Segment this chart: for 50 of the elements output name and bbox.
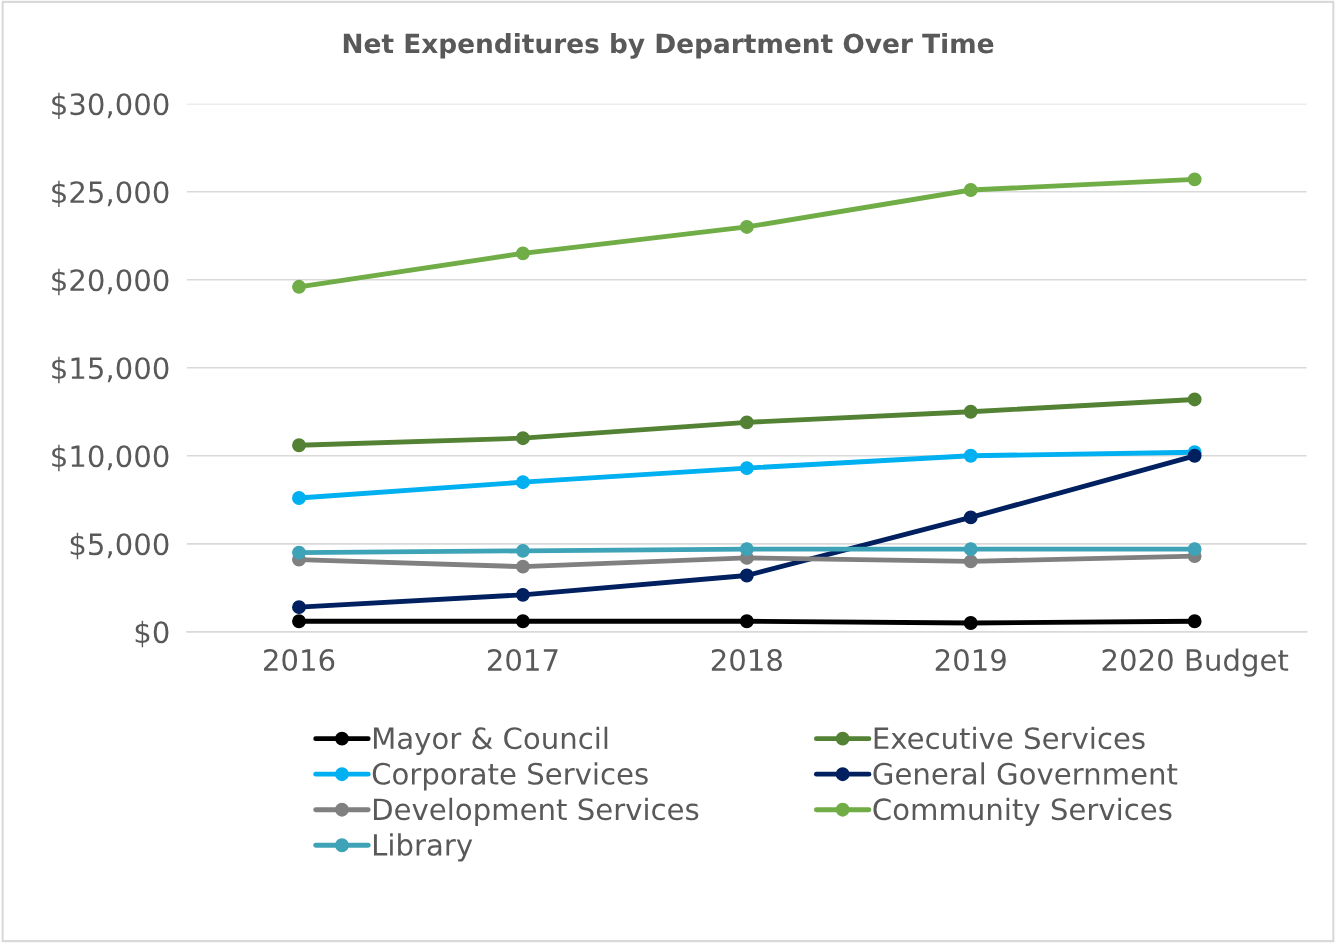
point [515,614,530,629]
y-tick-label: $25,000 [52,180,169,208]
point [963,448,978,463]
point [739,542,754,557]
point [963,510,978,525]
point [1187,542,1202,557]
point [515,431,530,446]
point [963,183,978,197]
point [739,220,754,234]
point [1187,172,1202,187]
legend-label: Mayor & Council [373,726,608,755]
point [515,543,530,558]
y-tick-label: $10,000 [52,444,169,472]
y-tick-label: $20,000 [52,268,169,296]
point [292,600,306,615]
legend-label: Corporate Services [372,762,648,791]
legend-label: Community Services [873,797,1172,826]
legend-label: Executive Services [874,726,1145,750]
point [739,568,754,583]
point [1187,614,1202,629]
point [292,614,306,629]
legend-label: General Government [873,762,1178,785]
point [292,545,306,560]
point [963,542,978,557]
point [515,475,530,490]
point [739,614,754,629]
y-tick-label: $15,000 [52,356,169,384]
y-tick-label: $0 [135,620,169,648]
point [515,587,530,602]
point [292,491,306,505]
x-tick-label: 2016 [264,648,335,672]
x-tick-label: 2017 [487,648,558,672]
point [1187,392,1202,407]
point [515,559,530,574]
x-tick-label: 2019 [935,648,1006,672]
point [292,438,306,453]
point [963,554,978,569]
point [515,246,530,261]
point [963,404,978,419]
y-tick-label: $5,000 [70,532,169,560]
legend-label: Library [373,833,473,862]
x-tick-label: 2018 [711,648,782,672]
legend-label: Development Services [373,797,699,826]
y-tick-label: $30,000 [52,92,169,120]
point [739,415,754,430]
x-tick-label: 2020 Budget [1102,648,1289,677]
point [963,616,978,630]
chart-title: Net Expenditures by Department Over Time [343,33,994,59]
point [292,279,306,294]
point [739,461,754,476]
